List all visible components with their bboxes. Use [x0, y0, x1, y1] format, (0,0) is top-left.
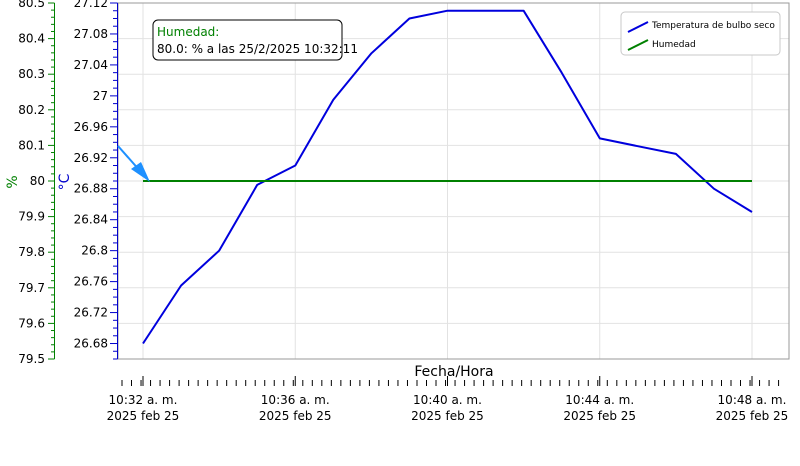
series-line-temperature[interactable] [142, 9, 753, 345]
tooltip-arrow-icon [131, 162, 150, 182]
temperature-tick-label: 26.84 [74, 213, 108, 227]
humidity-tick-label: 79.5 [18, 352, 45, 366]
humidity-tick-label: 79.6 [18, 316, 45, 330]
temperature-tick-label: 26.68 [74, 337, 108, 351]
tooltip-box [152, 19, 343, 61]
legend-label-humidity[interactable]: Humedad [652, 40, 696, 50]
legend-swatch-temperature [627, 21, 649, 33]
x-tick-label-date: 2025 feb 25 [259, 409, 332, 423]
legend-box [620, 11, 781, 56]
temperature-tick-label: 27.12 [74, 0, 108, 10]
temperature-tick-label: 26.72 [74, 306, 108, 320]
humidity-tick-label: 80.3 [18, 67, 45, 81]
temperature-tick-label: 27.04 [74, 58, 108, 72]
legend-swatch-humidity [627, 39, 649, 51]
temperature-tick-label: 26.8 [81, 244, 108, 258]
x-tick-label-time: 10:32 a. m. [109, 393, 178, 407]
temperature-axis[interactable]: 26.68 26.72 26.76 26.8 26.84 26.88 26.92 26.96 2… [74, 0, 118, 360]
temperature-tick-label: 26.96 [74, 120, 108, 134]
legend-label-temperature[interactable]: Temperatura de bulbo seco [651, 21, 775, 31]
x-tick-label-date: 2025 feb 25 [563, 409, 636, 423]
x-tick-label-time: 10:36 a. m. [261, 393, 330, 407]
x-tick-label-date: 2025 feb 25 [107, 409, 180, 423]
humidity-tick-label: 80 [30, 174, 45, 188]
humidity-tick-label: 80.2 [18, 103, 45, 117]
temperature-axis-label: °C [57, 173, 73, 190]
humidity-axis[interactable]: 79.5 79.6 79.7 79.8 79.9 80 80.1 80.2 80.3 80.4 80… [18, 0, 55, 366]
x-tick-label-date: 2025 feb 25 [716, 409, 789, 423]
x-tick-label-time: 10:44 a. m. [565, 393, 634, 407]
humidity-tick-label: 80.4 [18, 32, 45, 46]
humidity-tick-label: 79.7 [18, 281, 45, 295]
temperature-tick-label: 27 [93, 89, 108, 103]
series-group [142, 9, 753, 345]
x-axis-label: Fecha/Hora [414, 364, 493, 380]
humidity-tick-label: 79.9 [18, 210, 45, 224]
tooltip-marker [117, 145, 150, 182]
humidity-tick-label: 80.1 [18, 138, 45, 152]
x-tick-label-date: 2025 feb 25 [411, 409, 484, 423]
tooltip: Humedad: 80.0: % a las 25/2/2025 10:32:1… [152, 19, 358, 61]
humidity-tick-label: 80.5 [18, 0, 45, 10]
temperature-tick-label: 27.08 [74, 27, 108, 41]
temperature-tick-label: 26.76 [74, 275, 108, 289]
temperature-tick-label: 26.92 [74, 151, 108, 165]
legend[interactable]: Temperatura de bulbo seco Humedad [620, 11, 781, 56]
x-tick-label-time: 10:48 a. m. [718, 393, 787, 407]
tooltip-text: 80.0: % a las 25/2/2025 10:32:11 [157, 42, 358, 56]
temperature-tick-label: 26.88 [74, 182, 108, 196]
tooltip-title: Humedad: [157, 25, 219, 39]
x-tick-label-time: 10:40 a. m. [413, 393, 482, 407]
humidity-axis-label: % [5, 175, 21, 188]
x-axis[interactable]: 10:32 a. m. 2025 feb 25 10:36 a. m. 2025 fe… [107, 376, 789, 423]
humidity-tick-label: 79.8 [18, 245, 45, 259]
